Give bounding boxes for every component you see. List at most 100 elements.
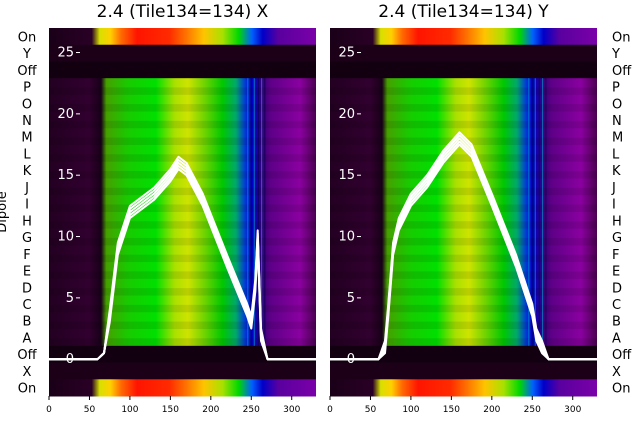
row-label: F bbox=[23, 248, 30, 263]
x-tick-label: 250 bbox=[524, 405, 541, 415]
row-label: B bbox=[23, 315, 32, 330]
row-label: A bbox=[23, 331, 32, 346]
row-shade bbox=[330, 187, 597, 196]
heatmap-row-1 bbox=[49, 28, 316, 46]
row-label: On bbox=[612, 382, 630, 397]
row-label: L bbox=[612, 147, 620, 162]
heatmap-row-15 bbox=[330, 262, 597, 280]
heatmap-row-11 bbox=[49, 195, 316, 213]
row-label: N bbox=[612, 114, 622, 129]
row-label: M bbox=[21, 131, 32, 146]
overlay-tick-label: 20 bbox=[57, 107, 74, 122]
x-tick-label: 100 bbox=[121, 405, 138, 415]
row-shade bbox=[49, 338, 316, 346]
x-tick-label: 200 bbox=[483, 405, 500, 415]
heatmap-row-16 bbox=[330, 278, 597, 297]
x-tick-label: 150 bbox=[162, 405, 179, 415]
heatmap-row-14 bbox=[330, 245, 597, 263]
row-shade bbox=[330, 271, 597, 279]
row-label: P bbox=[23, 81, 31, 96]
x-tick-label: 300 bbox=[564, 405, 581, 415]
row-label: C bbox=[612, 298, 621, 313]
overlay-tick-label: 10 bbox=[338, 230, 355, 245]
heatmap-row-19 bbox=[330, 329, 597, 347]
row-label: K bbox=[612, 164, 621, 179]
x-tick-label: 250 bbox=[243, 405, 260, 415]
heatmap-row-6 bbox=[49, 111, 316, 129]
row-label: X bbox=[23, 365, 32, 380]
row-shade bbox=[49, 254, 316, 263]
streak bbox=[253, 78, 255, 346]
row-label: G bbox=[22, 231, 32, 246]
row-label: K bbox=[23, 164, 32, 179]
row-shade bbox=[330, 221, 597, 229]
row-shade bbox=[49, 204, 316, 212]
heatmap-row-8 bbox=[49, 145, 316, 163]
heatmap-row-22 bbox=[330, 379, 597, 397]
row-shade bbox=[49, 271, 316, 279]
overlay-tick-label: 5 bbox=[347, 291, 355, 306]
row-shade bbox=[49, 104, 316, 112]
row-shade bbox=[330, 104, 597, 112]
row-shade bbox=[49, 304, 316, 313]
overlay-tick-label: 10 bbox=[57, 230, 74, 245]
x-tick-label: 300 bbox=[283, 405, 300, 415]
heatmap-row-2 bbox=[330, 44, 597, 62]
row-shade bbox=[330, 154, 597, 162]
x-tick-label: 200 bbox=[202, 405, 219, 415]
overlay-tick-label: 15 bbox=[57, 168, 74, 183]
row-shade bbox=[330, 204, 597, 212]
overlay-tick-label: 5 bbox=[66, 291, 74, 306]
overlay-tick-label: 25 bbox=[57, 46, 74, 61]
heatmap-row-21 bbox=[330, 362, 597, 380]
streak bbox=[247, 78, 249, 346]
heatmap-row-21 bbox=[49, 362, 316, 380]
row-label: On bbox=[18, 30, 36, 45]
row-shade bbox=[49, 187, 316, 196]
heatmap-row-1 bbox=[330, 28, 597, 46]
streak bbox=[260, 78, 263, 346]
panel-left: 0 5 10 15 20 25 2.4 (Tile134=134) X On Y Off PONML… bbox=[0, 2, 316, 415]
overlay-tick-label: 25 bbox=[338, 46, 355, 61]
heatmap-row-3 bbox=[330, 61, 597, 79]
row-shade bbox=[49, 221, 316, 229]
x-tick-label: 0 bbox=[327, 405, 333, 415]
row-label: B bbox=[612, 315, 621, 330]
heatmap-row-9 bbox=[49, 161, 316, 180]
heatmap-row-10 bbox=[330, 178, 597, 196]
x-tick-label: 100 bbox=[402, 405, 419, 415]
row-shade bbox=[330, 338, 597, 346]
chart-title: 2.4 (Tile134=134) X bbox=[97, 2, 269, 22]
heatmap-row-22 bbox=[49, 379, 316, 397]
row-shade bbox=[330, 237, 597, 246]
heatmap-row-2 bbox=[49, 44, 316, 62]
streak bbox=[528, 78, 530, 346]
row-label: J bbox=[611, 181, 616, 196]
heatmap-row-20 bbox=[49, 345, 316, 364]
streak bbox=[250, 78, 252, 346]
row-label: F bbox=[612, 248, 619, 263]
streak bbox=[531, 78, 533, 346]
row-label: E bbox=[23, 265, 31, 280]
chart-title: 2.4 (Tile134=134) Y bbox=[378, 2, 549, 22]
row-label: Off bbox=[17, 348, 37, 363]
streak bbox=[538, 78, 540, 346]
heatmap-row-16 bbox=[49, 278, 316, 297]
row-shade bbox=[49, 120, 316, 129]
row-shade bbox=[49, 237, 316, 246]
row-label: L bbox=[23, 147, 31, 162]
row-shade bbox=[49, 171, 316, 179]
row-shade bbox=[49, 137, 316, 146]
row-label: E bbox=[612, 265, 620, 280]
row-label: O bbox=[22, 97, 32, 112]
row-label: Off bbox=[612, 348, 632, 363]
x-tick-label: 150 bbox=[443, 405, 460, 415]
row-shade bbox=[330, 120, 597, 129]
row-label: I bbox=[25, 198, 29, 213]
heatmap-row-11 bbox=[330, 195, 597, 213]
heatmap-row-7 bbox=[49, 128, 316, 146]
heatmap-row-3 bbox=[49, 61, 316, 79]
row-label: M bbox=[612, 131, 623, 146]
row-label: D bbox=[22, 281, 32, 296]
